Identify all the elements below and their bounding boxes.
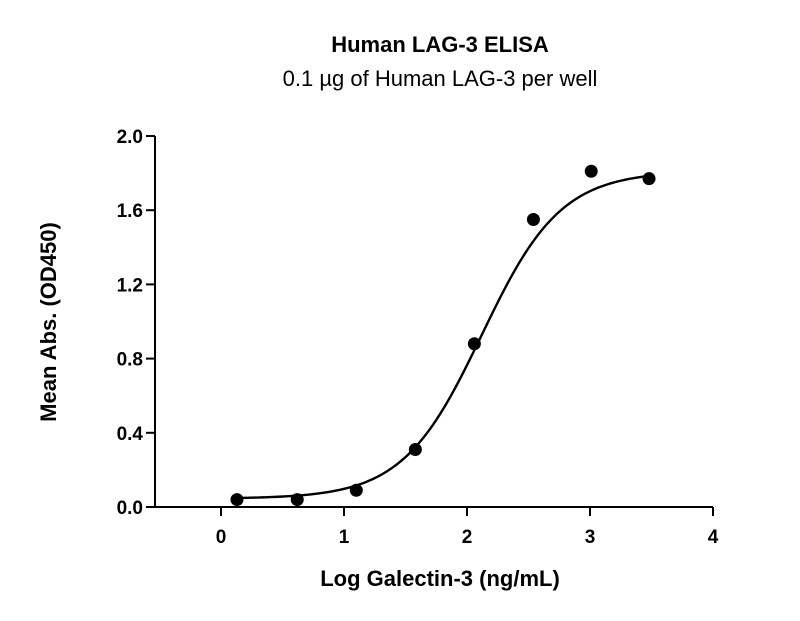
- chart-title: Human LAG-3 ELISA: [331, 32, 549, 57]
- y-tick-label: 0.8: [117, 350, 143, 371]
- x-tick-label: 3: [585, 527, 596, 548]
- y-tick-label: 1.6: [117, 201, 143, 222]
- x-tick-label: 0: [216, 527, 227, 548]
- plot-area: 0.0 0.4 0.8 1.2 1.6 2.0 0 1 2 3 4: [117, 127, 719, 548]
- y-tick-label: 0.4: [117, 424, 144, 445]
- data-point: [230, 493, 244, 507]
- x-tick-label: 4: [708, 527, 719, 548]
- data-point: [408, 442, 422, 456]
- data-point: [642, 172, 656, 186]
- data-point: [349, 483, 363, 497]
- x-axis-label: Log Galectin-3 (ng/mL): [320, 566, 560, 591]
- y-tick-label: 2.0: [117, 127, 143, 148]
- y-axis-label: Mean Abs. (OD450): [36, 222, 61, 422]
- chart-subtitle: 0.1 µg of Human LAG-3 per well: [283, 66, 598, 91]
- x-tick-label: 1: [339, 527, 350, 548]
- data-point: [584, 164, 598, 178]
- y-tick-label: 0.0: [117, 498, 143, 519]
- data-point: [290, 493, 304, 507]
- data-point: [467, 337, 481, 351]
- x-tick-label: 2: [462, 527, 473, 548]
- y-tick-label: 1.2: [117, 275, 143, 296]
- fit-curve: [236, 174, 650, 500]
- data-point: [526, 212, 540, 226]
